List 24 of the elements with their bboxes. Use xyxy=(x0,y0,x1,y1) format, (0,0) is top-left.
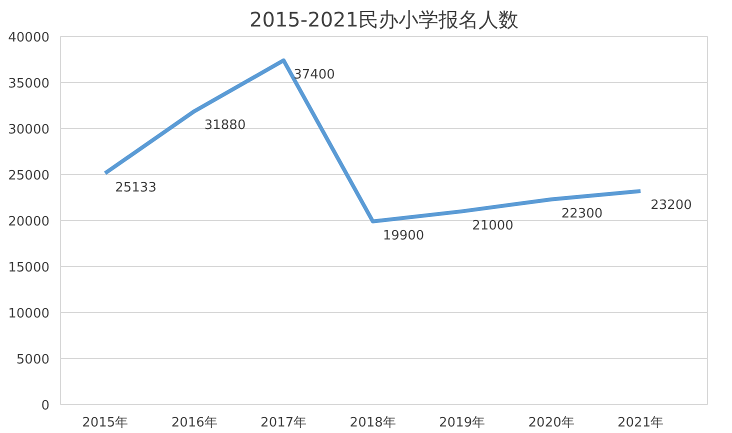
y-tick-label: 35000 xyxy=(8,76,50,92)
y-tick-label: 30000 xyxy=(8,122,50,138)
data-label: 19900 xyxy=(382,228,424,244)
data-label: 31880 xyxy=(204,118,246,134)
x-tick-label: 2018年 xyxy=(350,416,396,430)
data-label: 21000 xyxy=(472,218,514,234)
y-tick-label: 40000 xyxy=(8,30,50,46)
chart-title: 2015-2021民办小学报名人数 xyxy=(249,8,519,32)
y-tick-label: 20000 xyxy=(8,214,50,230)
x-tick-label: 2021年 xyxy=(618,416,664,430)
y-tick-label: 0 xyxy=(41,398,50,414)
x-tick-label: 2016年 xyxy=(171,416,218,430)
data-label: 22300 xyxy=(561,206,603,222)
y-tick-label: 25000 xyxy=(8,168,50,184)
data-label: 23200 xyxy=(650,198,692,214)
y-tick-label: 10000 xyxy=(8,306,50,322)
y-tick-label: 5000 xyxy=(16,352,50,368)
y-tick-label: 15000 xyxy=(8,260,50,276)
data-label: 37400 xyxy=(294,67,335,82)
x-tick-label: 2019年 xyxy=(439,416,486,430)
data-label: 25133 xyxy=(115,180,156,196)
x-tick-label: 2017年 xyxy=(260,416,307,430)
x-tick-label: 2015年 xyxy=(82,416,128,430)
x-tick-label: 2020年 xyxy=(528,416,574,430)
